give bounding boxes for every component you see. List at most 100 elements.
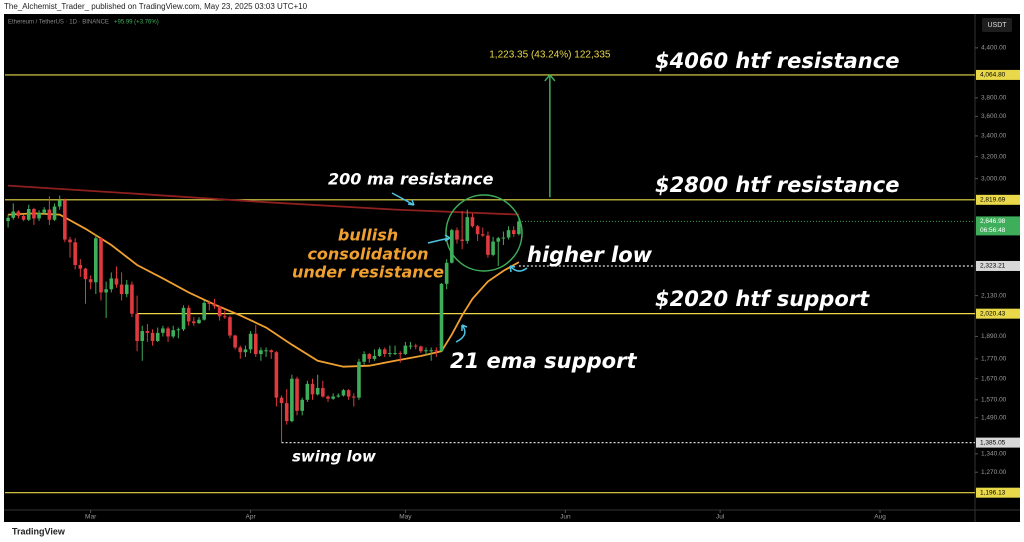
candle-body: [207, 302, 212, 304]
candle-body: [372, 355, 377, 359]
candle-body: [94, 238, 98, 283]
candle-body: [393, 353, 397, 355]
candle-body: [150, 332, 155, 341]
level-label-box: [976, 308, 1020, 319]
pointer-arrow: [455, 324, 468, 343]
candle-body: [517, 221, 521, 235]
candle-body: [248, 333, 253, 350]
annotation: 21 ema support: [450, 349, 637, 373]
candle-body: [450, 230, 454, 263]
candle-body: [88, 279, 93, 283]
level-label-box: [976, 487, 1020, 498]
candle-body: [444, 262, 449, 284]
candle-body: [124, 284, 129, 295]
candle-body: [57, 200, 62, 207]
candle-body: [300, 399, 304, 411]
candle-body: [439, 283, 444, 352]
y-tick-label: 1,890.00: [981, 333, 1007, 340]
candle-body: [326, 396, 330, 399]
candle-body: [197, 319, 201, 324]
y-tick-label: 1,770.00: [981, 356, 1007, 363]
y-tick-label: 3,400.00: [981, 133, 1007, 140]
y-tick-label: 3,000.00: [981, 175, 1007, 182]
publisher: The_Alchemist_Trader_ published on Tradi…: [4, 2, 308, 11]
level-label: 1,385.05: [980, 439, 1006, 446]
plot-area: 4,400.00 3,800.00 3,600.00 3,400.00 3,200.00…: [5, 45, 1020, 521]
candle-body: [284, 403, 289, 422]
last-price-label: 2,646.98: [980, 218, 1006, 225]
candle-body: [238, 347, 243, 353]
candle-body: [295, 378, 299, 411]
annotation: swing low: [292, 448, 376, 466]
candle-body: [279, 397, 284, 404]
candle-body: [501, 237, 506, 239]
measure-arrowhead: [544, 73, 556, 82]
moving-average: [8, 212, 520, 368]
change: +95.99 (+3.76%): [114, 20, 159, 26]
candle-body: [480, 234, 485, 236]
candle-body: [145, 331, 150, 333]
candle-body: [99, 238, 103, 293]
candle-body: [192, 321, 196, 324]
candle-body: [491, 241, 495, 255]
candle-body: [315, 388, 320, 395]
candle-body: [455, 230, 459, 240]
candle-body: [341, 390, 346, 396]
candle-body: [140, 331, 145, 341]
candle-body: [68, 239, 72, 243]
x-tick-label: May: [399, 514, 412, 521]
level-label-box: [976, 194, 1020, 205]
y-tick-label: 1,490.00: [981, 414, 1007, 421]
candle-body: [377, 349, 382, 356]
level-label: 2,819.69: [980, 197, 1006, 204]
annotation: under resistance: [292, 263, 444, 282]
candle-body: [212, 303, 217, 307]
level-label: 4,064.80: [980, 72, 1006, 79]
candle-body: [434, 350, 439, 352]
candle-body: [73, 242, 77, 265]
candle-body: [171, 330, 176, 337]
y-tick-label: 2,130.00: [981, 292, 1007, 299]
x-tick-label: Jun: [560, 514, 571, 521]
y-tick-label: 1,340.00: [981, 451, 1007, 458]
candle-body: [181, 307, 186, 330]
candle-body: [424, 350, 428, 352]
pointer-arrow: [391, 192, 415, 206]
x-tick-label: Aug: [874, 514, 886, 521]
candle-body: [63, 200, 67, 240]
annotation: 200 ma resistance: [328, 170, 494, 189]
candle-body: [26, 208, 31, 220]
candle-body: [475, 226, 480, 235]
annotation: $4060 htf resistance: [655, 49, 899, 73]
pointer-arrow: [509, 265, 528, 273]
level-label-box: [976, 437, 1020, 448]
candle-body: [42, 209, 47, 213]
x-tick-label: Apr: [246, 514, 257, 521]
candle-body: [104, 289, 108, 293]
candle-body: [186, 307, 191, 322]
candle-body: [362, 354, 366, 362]
level-label: 2,020.43: [980, 310, 1006, 317]
candle-body: [388, 353, 392, 355]
annotation: higher low: [527, 243, 653, 267]
annotation: $2800 htf resistance: [655, 173, 899, 197]
y-tick-label: 4,400.00: [981, 45, 1007, 52]
candle-body: [161, 328, 165, 333]
candle-body: [32, 208, 36, 219]
candle-body: [511, 230, 516, 235]
candle-body: [274, 352, 279, 398]
candle-body: [109, 278, 114, 290]
candle-body: [470, 217, 475, 227]
candle-body: [47, 209, 52, 220]
candle-body: [310, 383, 315, 395]
candle-body: [259, 350, 263, 355]
level-label-box: [976, 69, 1020, 80]
candle-body: [228, 317, 232, 336]
candle-body: [243, 349, 248, 353]
y-tick-label: 1,270.00: [981, 469, 1007, 476]
annotation: consolidation: [307, 245, 428, 264]
candle-body: [465, 217, 470, 241]
candle-body: [119, 284, 124, 295]
